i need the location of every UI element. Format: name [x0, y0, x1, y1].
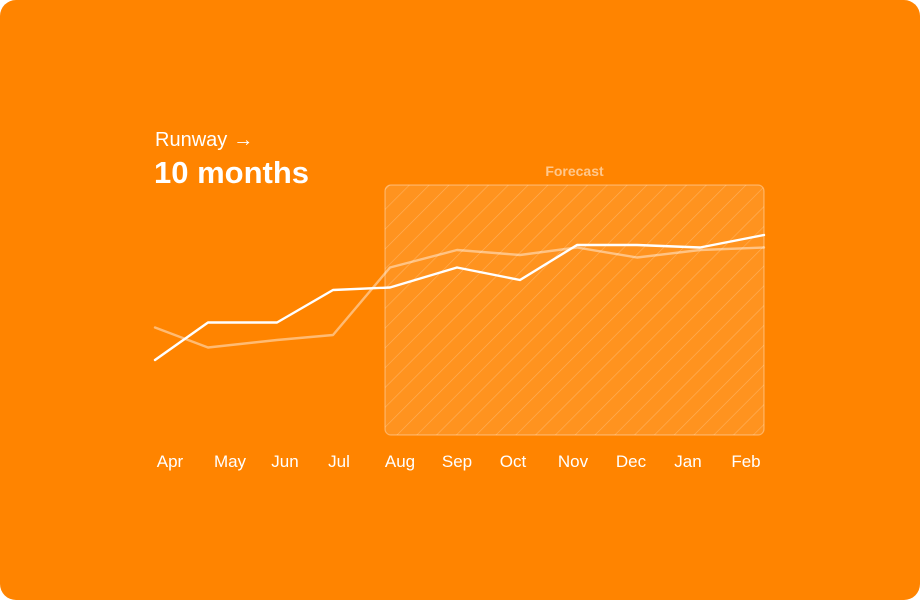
- x-tick-label-nov: Nov: [558, 452, 589, 471]
- forecast-label: Forecast: [545, 163, 604, 179]
- runway-label: Runway: [155, 129, 228, 151]
- x-tick-label-jan: Jan: [674, 452, 701, 471]
- runway-link[interactable]: Runway →: [155, 127, 253, 153]
- arrow-right-icon: →: [233, 129, 254, 151]
- x-tick-label-may: May: [214, 452, 247, 471]
- x-tick-label-dec: Dec: [616, 452, 647, 471]
- x-tick-label-aug: Aug: [385, 452, 415, 471]
- x-tick-label-jun: Jun: [271, 452, 298, 471]
- forecast-hatch: [384, 184, 765, 436]
- series-line-secondary: [153, 246, 766, 349]
- x-tick-label-feb: Feb: [731, 452, 760, 471]
- runway-value: 10 months: [154, 155, 310, 190]
- series-line-primary: [153, 233, 766, 362]
- x-tick-label-apr: Apr: [157, 452, 184, 471]
- x-tick-label-jul: Jul: [328, 452, 350, 471]
- x-tick-label-sep: Sep: [442, 452, 472, 471]
- x-tick-label-oct: Oct: [500, 452, 527, 471]
